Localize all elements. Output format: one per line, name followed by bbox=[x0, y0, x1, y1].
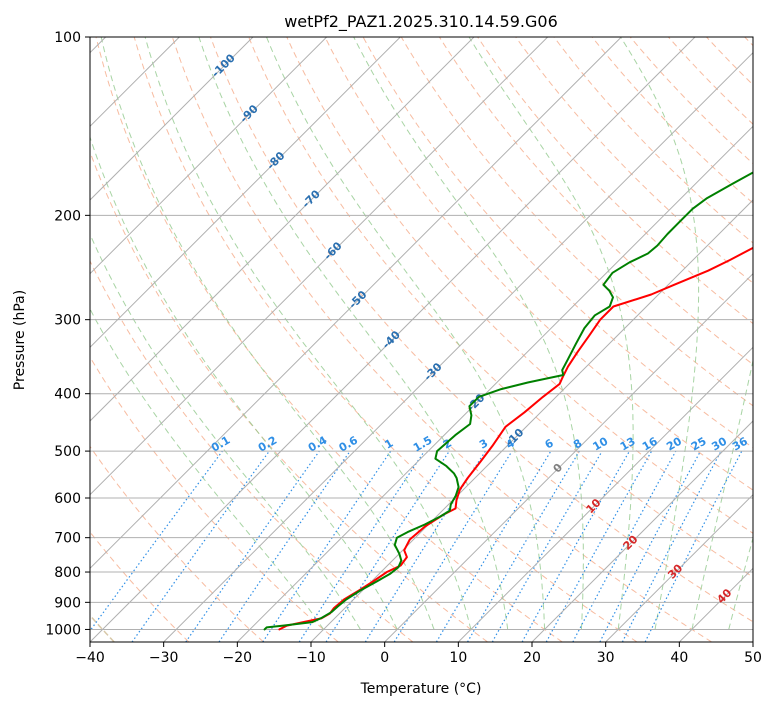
isotherm-line bbox=[90, 37, 696, 642]
mixing-ratio-line bbox=[131, 450, 270, 642]
series-dewpoint-line bbox=[263, 171, 753, 631]
x-tick-label: 0 bbox=[380, 650, 389, 666]
y-tick-label: 300 bbox=[54, 313, 81, 329]
moist-adiabat-line bbox=[90, 135, 398, 630]
x-tick-label: 10 bbox=[449, 650, 467, 666]
y-tick-label: 600 bbox=[54, 491, 81, 507]
x-tick-label: 30 bbox=[597, 650, 615, 666]
y-tick-label: 100 bbox=[54, 30, 81, 46]
dry-adiabat-line bbox=[248, 37, 753, 578]
mixing-ratio-line bbox=[298, 450, 425, 642]
isotherm-line bbox=[605, 493, 753, 642]
y-tick-label: 700 bbox=[54, 531, 81, 547]
isotherm-line bbox=[90, 37, 622, 570]
y-tick-label: 500 bbox=[54, 444, 81, 460]
moist-adiabat-line bbox=[198, 37, 509, 630]
mixing-ratio-line bbox=[262, 450, 392, 642]
moist-adiabat-line bbox=[353, 37, 584, 630]
isotherm-line bbox=[90, 37, 401, 349]
y-tick-label: 200 bbox=[54, 208, 81, 224]
x-tick-label: −30 bbox=[149, 650, 179, 666]
isotherm-line bbox=[236, 125, 753, 642]
moist-adiabat-line bbox=[620, 37, 700, 630]
dry-adiabat-line bbox=[90, 445, 264, 642]
dry-adiabat-line bbox=[286, 37, 753, 534]
mixing-ratio-line bbox=[185, 450, 320, 642]
plot-frame bbox=[89, 36, 754, 643]
mixing-ratio-line bbox=[218, 450, 351, 642]
series-temperature-line bbox=[278, 246, 753, 631]
mixing-ratio-line bbox=[521, 450, 631, 642]
moist-adiabat-line bbox=[90, 233, 361, 630]
moist-adiabat-line bbox=[691, 358, 753, 630]
mixing-ratio-line bbox=[644, 450, 743, 642]
y-tick-label: 900 bbox=[54, 595, 81, 611]
y-tick-label: 1000 bbox=[45, 622, 81, 638]
background-lines bbox=[90, 37, 753, 642]
mixing-ratio-line bbox=[325, 450, 450, 642]
dry-adiabat-line bbox=[171, 37, 712, 642]
moist-adiabat-line bbox=[90, 308, 324, 630]
chart-title: wetPf2_PAZ1.2025.310.14.59.G06 bbox=[284, 12, 558, 32]
profile-series bbox=[263, 171, 753, 631]
dry-adiabat-line bbox=[133, 37, 638, 642]
mixing-ratio-line bbox=[572, 450, 677, 642]
mixing-ratio-labels: 0.1 0.2 0.4 0.6 1 1.5 2 3 4 6 8 10 13 16 20 25 30 36 bbox=[209, 433, 750, 454]
x-tick-label: −20 bbox=[223, 650, 253, 666]
x-tick-label: 50 bbox=[744, 650, 762, 666]
isotherm-line bbox=[90, 37, 254, 201]
isotherm-line bbox=[384, 272, 753, 642]
isotherm-line bbox=[531, 420, 753, 642]
x-tick-label: −10 bbox=[296, 650, 326, 666]
dry-adiabat-line bbox=[90, 259, 414, 642]
isotherm-line bbox=[90, 37, 549, 496]
mixing-ratio-line bbox=[90, 450, 223, 632]
moist-adiabat-line bbox=[266, 37, 546, 630]
isotherm-line bbox=[90, 37, 475, 422]
dry-adiabat-line bbox=[324, 37, 753, 491]
moist-adiabat-line bbox=[144, 37, 472, 630]
isotherm-line bbox=[457, 346, 753, 642]
mixing-ratio-line bbox=[393, 450, 513, 642]
x-tick-label: 40 bbox=[670, 650, 688, 666]
x-tick-label: −40 bbox=[75, 650, 105, 666]
moist-adiabat-line bbox=[728, 536, 753, 630]
y-tick-label: 400 bbox=[54, 387, 81, 403]
y-axis-title: Pressure (hPa) bbox=[12, 290, 28, 390]
x-axis-title: Temperature (°C) bbox=[360, 681, 482, 697]
x-tick-label: 20 bbox=[523, 650, 541, 666]
isotherm-line bbox=[90, 37, 328, 275]
isotherm-line bbox=[310, 199, 753, 642]
isotherm-line bbox=[163, 51, 753, 642]
dry-adiabat-line bbox=[95, 37, 563, 642]
y-tick-label: 800 bbox=[54, 565, 81, 581]
dry-adiabat-line bbox=[515, 37, 753, 284]
moist-adiabat-line bbox=[100, 37, 435, 630]
dry-adiabat-line bbox=[210, 37, 753, 623]
mixing-ratio-line bbox=[545, 450, 653, 642]
x-axis: −40 −30 −20 −10 0 10 20 30 40 50 bbox=[75, 642, 762, 666]
y-axis: 100 200 300 400 500 600 700 800 900 1000 bbox=[45, 30, 90, 638]
dry-adiabat-line bbox=[90, 356, 339, 642]
moist-adiabat-line bbox=[468, 37, 634, 630]
